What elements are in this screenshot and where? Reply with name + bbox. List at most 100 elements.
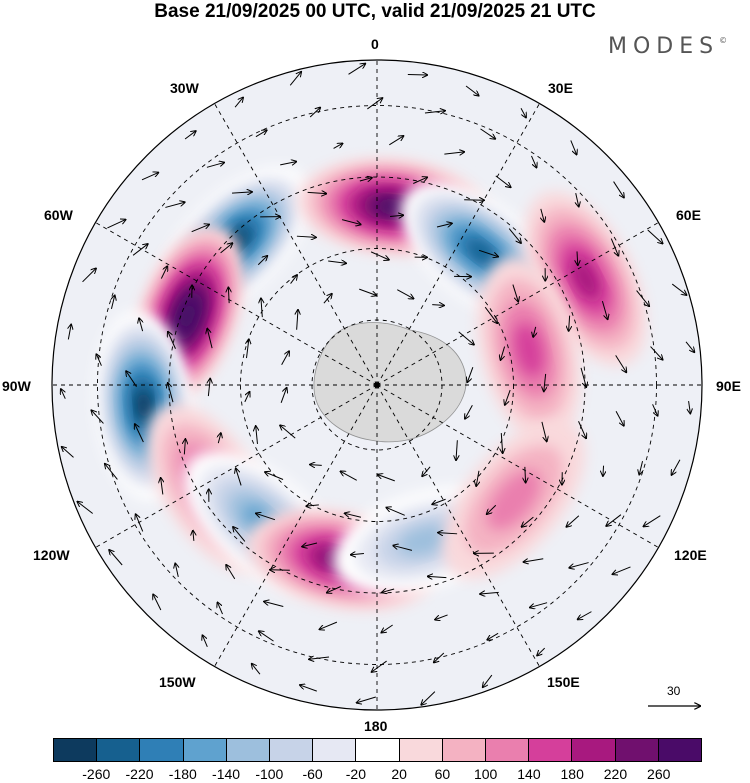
colorbar-tick-label: -100	[255, 766, 284, 782]
wind-arrow	[175, 564, 178, 578]
wind-arrow	[367, 98, 382, 110]
lon-label-60w: 60W	[44, 207, 73, 223]
colorbar-tick-label: -260	[82, 766, 111, 782]
wind-arrow	[467, 367, 474, 382]
wind-arrow	[228, 288, 229, 304]
wind-arrow	[397, 289, 413, 299]
wind-arrow	[520, 107, 526, 117]
wind-arrow	[381, 624, 393, 633]
colorbar-tick-label: -180	[168, 766, 197, 782]
wind-arrow	[61, 389, 66, 399]
colorbar-swatch	[313, 739, 357, 761]
wind-arrow	[578, 611, 592, 620]
wind-arrow	[487, 632, 499, 639]
wind-arrow	[220, 243, 233, 254]
wind-arrow	[203, 635, 208, 648]
wind-arrow	[647, 229, 663, 243]
map-boundary	[51, 59, 703, 711]
wind-arrow	[261, 298, 262, 318]
wind-arrow	[456, 440, 457, 460]
wind-arrow	[432, 498, 446, 504]
wind-arrow	[105, 464, 118, 480]
colorbar-swatch	[97, 739, 141, 761]
lon-label-150e: 150E	[547, 674, 580, 690]
meridian-line	[95, 384, 378, 548]
wind-arrow	[522, 516, 534, 527]
wind-arrow	[107, 220, 125, 229]
meridian-line	[376, 103, 540, 386]
wind-arrow	[480, 592, 499, 594]
wind-arrow	[244, 392, 250, 403]
wind-arrow	[320, 621, 338, 629]
meridian-line	[376, 384, 540, 667]
wind-arrow	[421, 691, 436, 705]
wind-arrow	[428, 576, 447, 577]
wind-arrow	[570, 140, 577, 154]
wind-arrow	[544, 373, 546, 391]
brand-mark: ©	[719, 36, 728, 45]
wind-arrow	[650, 346, 663, 360]
wind-arrow	[480, 128, 495, 139]
wind-arrow	[309, 657, 330, 659]
colorbar-tick-label: 260	[647, 766, 671, 782]
wind-arrow	[424, 111, 445, 113]
wind-arrow	[541, 208, 544, 222]
wind-arrow	[464, 200, 484, 201]
wind-arrow	[255, 130, 267, 138]
wind-arrow	[530, 602, 548, 608]
wind-arrow	[208, 379, 210, 397]
wind-arrow	[576, 192, 579, 206]
wind-arrow	[465, 405, 473, 418]
wind-arrow	[290, 275, 297, 284]
wind-arrow	[109, 550, 123, 566]
wind-arrow	[378, 475, 395, 482]
antarctica-landmass	[313, 322, 467, 443]
wind-arrow	[184, 439, 185, 455]
wind-arrow	[652, 404, 658, 415]
colorbar	[53, 738, 702, 762]
wind-arrow	[247, 339, 249, 359]
wind-arrow	[168, 332, 176, 349]
wind-arrow	[432, 305, 444, 306]
wind-arrow	[413, 177, 427, 184]
wind-arrow	[136, 514, 144, 532]
wind-arrow	[435, 614, 448, 620]
colorbar-swatch	[442, 739, 487, 761]
colorbar-swatch	[140, 739, 184, 761]
wind-arrow	[252, 664, 261, 675]
wind-arrow	[281, 351, 289, 365]
wind-arrow	[289, 72, 301, 86]
wind-arrow	[297, 310, 298, 330]
wind-arrow	[483, 674, 493, 687]
wind-vectors	[61, 64, 694, 705]
wind-arrow	[615, 355, 627, 372]
colorbar-tick-label: 180	[560, 766, 584, 782]
wind-arrow	[141, 173, 158, 181]
wind-arrow	[139, 318, 143, 332]
wind-arrow	[68, 325, 71, 340]
wind-arrow	[328, 261, 346, 263]
wind-arrow	[91, 410, 104, 424]
wind-arrow	[382, 589, 395, 592]
meridian-line	[376, 384, 659, 548]
wind-arrow	[685, 341, 694, 352]
wind-arrow	[280, 425, 296, 439]
wind-arrow	[393, 546, 413, 551]
colorbar-swatch	[529, 739, 573, 761]
wind-arrow	[390, 215, 403, 216]
wind-arrow	[296, 236, 316, 237]
wind-arrow	[218, 603, 223, 615]
lon-label-90e: 90E	[716, 378, 741, 394]
wind-arrow	[257, 256, 267, 266]
wind-arrow	[672, 459, 681, 475]
wind-arrow	[531, 155, 536, 167]
wind-arrow	[438, 533, 458, 534]
wind-arrow	[458, 331, 474, 345]
wind-arrow	[341, 471, 357, 481]
colorbar-tick-label: 140	[517, 766, 541, 782]
wind-arrow	[671, 283, 686, 295]
lon-label-90w: 90W	[2, 378, 31, 394]
colorbar-tick-label: 20	[391, 766, 407, 782]
lon-label-120w: 120W	[33, 547, 70, 563]
wind-arrow	[161, 478, 163, 495]
